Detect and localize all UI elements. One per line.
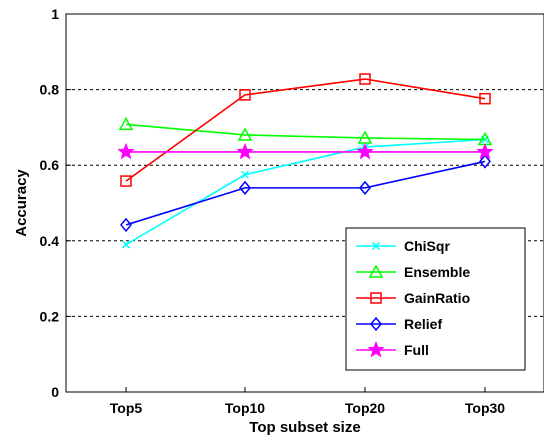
y-tick-label-2: 0.4 [40, 233, 60, 249]
y-tick-label-3: 0.6 [40, 157, 60, 173]
legend-marker-gainratio [370, 292, 382, 304]
legend-label-chisqr: ChiSqr [404, 238, 450, 254]
point-full-top20 [356, 142, 374, 160]
legend-label-relief: Relief [404, 316, 442, 332]
plot-frame [65, 13, 544, 393]
x-tick-label-1: Top10 [225, 400, 265, 416]
axes: 0 0.2 0.4 0.6 0.8 1 Top5 Top10 Top20 Top30 [40, 6, 506, 416]
point-chisqr-top5 [121, 240, 131, 249]
x-tick-label-2: Top20 [345, 400, 385, 416]
x-tick-label-0: Top5 [110, 400, 143, 416]
legend: ChiSqr Ensemble GainRatio Relief Full [345, 227, 526, 371]
point-full-top5 [117, 142, 135, 160]
point-full-top10 [236, 142, 254, 160]
series-line-relief [125, 160, 486, 226]
y-tick-label-4: 0.8 [40, 82, 60, 98]
point-gainratio-top20 [359, 73, 371, 85]
x-tick-label-3: Top30 [465, 400, 505, 416]
y-tick-label-1: 0.2 [40, 308, 60, 324]
point-relief-top30 [479, 154, 491, 169]
y-tick-label-5: 1 [51, 6, 59, 22]
point-relief-top10 [239, 180, 251, 196]
legend-label-full: Full [404, 342, 429, 358]
legend-marker-relief [370, 316, 382, 332]
point-full-top30 [476, 142, 494, 160]
point-ensemble-top10 [237, 127, 253, 141]
point-relief-top5 [120, 217, 132, 233]
series-line-gainratio [125, 78, 486, 182]
legend-marker-chisqr [371, 241, 381, 251]
point-gainratio-top10 [239, 89, 251, 101]
point-gainratio-top30 [479, 92, 491, 105]
point-relief-top20 [359, 180, 371, 196]
point-ensemble-top5 [118, 116, 134, 131]
legend-marker-ensemble [368, 264, 384, 278]
y-tick-label-0: 0 [51, 384, 59, 400]
legend-label-ensemble: Ensemble [404, 264, 470, 280]
legend-label-gainratio: GainRatio [404, 290, 470, 306]
point-gainratio-top5 [120, 175, 132, 187]
legend-marker-full [367, 340, 385, 358]
y-axis-label: Accuracy [13, 169, 30, 237]
point-chisqr-top10 [240, 170, 250, 179]
series-layer [117, 73, 494, 249]
series-line-chisqr [125, 138, 486, 246]
x-axis-label: Top subset size [249, 419, 360, 436]
series-line-ensemble [125, 123, 486, 141]
